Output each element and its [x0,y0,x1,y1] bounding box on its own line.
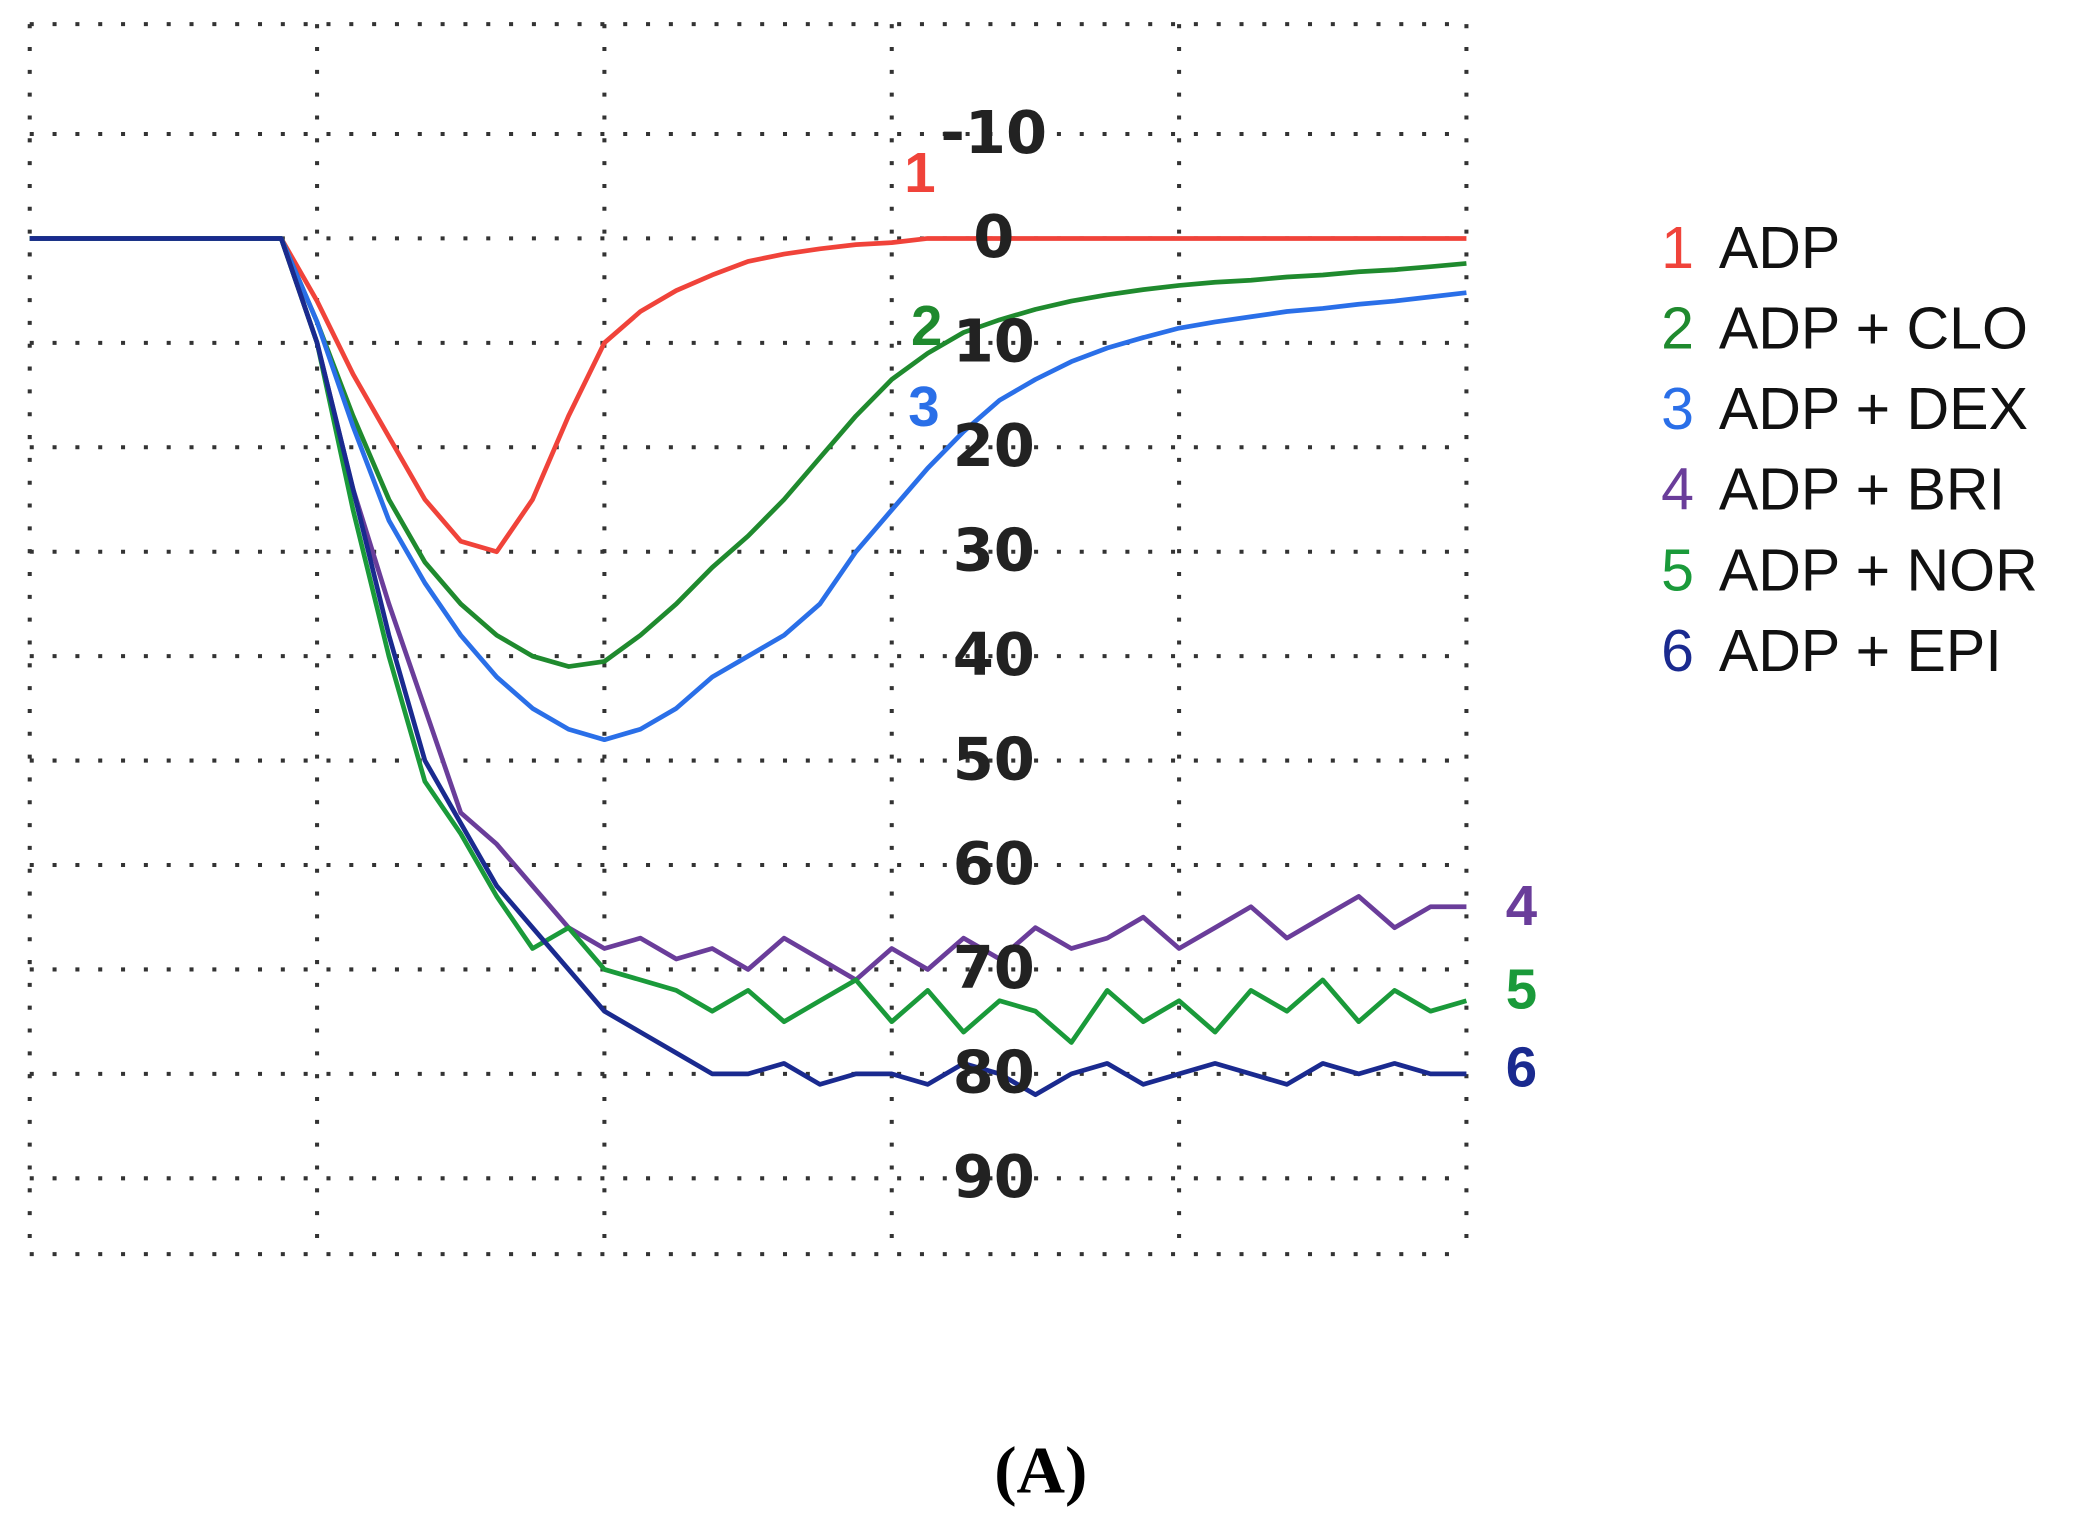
y-tick-label: 20 [953,411,1035,480]
legend-number: 4 [1661,457,1694,523]
legend-label: ADP + CLO [1719,296,2028,362]
series-line [29,236,1467,983]
legend-entry: 6 ADP + EPI [1661,618,2002,684]
legend-entry: 5 ADP + NOR [1661,537,2038,603]
series-line [29,236,1468,1045]
legend-entry: 2 ADP + CLO [1661,296,2028,362]
curve-label: 1 [904,141,935,204]
y-tick-label: 70 [953,933,1035,1002]
legend-label: ADP + DEX [1719,376,2028,442]
legend-number: 6 [1661,618,1694,684]
y-tick-label: 50 [953,724,1035,793]
curve-label: 4 [1506,874,1538,937]
curve-label: 2 [911,294,942,357]
curve-label: 5 [1506,957,1537,1020]
legend-label: ADP + EPI [1719,618,2002,684]
legend-entry: 4 ADP + BRI [1661,457,2005,523]
y-tick-label: 90 [953,1142,1035,1211]
legend-entry: 1 ADP [1661,215,1840,281]
legend-number: 3 [1661,376,1694,442]
y-tick-label: 30 [953,515,1035,584]
legend-number: 2 [1661,296,1694,362]
series-line [29,236,1467,743]
y-tick-label: 0 [973,202,1014,271]
caption: (A) [994,1432,1087,1507]
legend-label: ADP [1719,215,1840,281]
legend-label: ADP + NOR [1719,537,2038,603]
y-tick-label: 80 [953,1038,1035,1107]
y-tick-label: 10 [953,307,1035,376]
series-line [29,236,1467,1098]
curve-label: 6 [1506,1035,1537,1098]
y-tick-label: -10 [940,98,1047,167]
y-tick-label: 40 [953,620,1035,689]
legend-number: 1 [1661,215,1694,281]
legend-number: 5 [1661,537,1694,603]
legend-label: ADP + BRI [1719,457,2005,523]
legend-entry: 3 ADP + DEX [1661,376,2028,442]
series-line [29,236,1467,555]
curve-label: 3 [908,375,939,438]
y-tick-label: 60 [953,829,1035,898]
series-line [29,236,1467,669]
